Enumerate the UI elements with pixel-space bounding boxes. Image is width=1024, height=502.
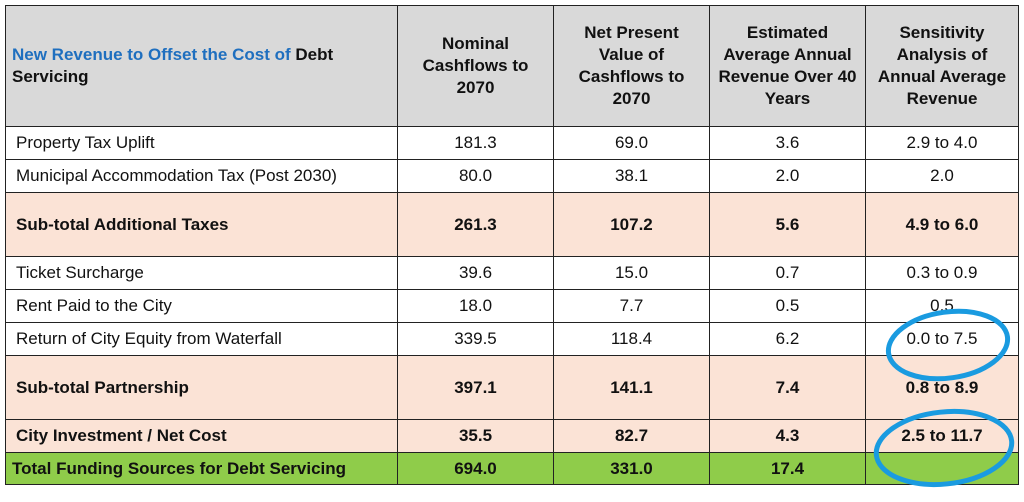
cell-value: 69.0 <box>553 126 710 160</box>
cell-value: 80.0 <box>397 159 554 193</box>
cell-value: 82.7 <box>553 419 710 453</box>
cell-value: 2.0 <box>865 159 1019 193</box>
row-label: Ticket Surcharge <box>5 256 398 290</box>
header-title: New Revenue to Offset the Cost of Debt S… <box>5 5 398 127</box>
table-row: City Investment / Net Cost 35.5 82.7 4.3 2.5… <box>5 419 1019 453</box>
revenue-table: New Revenue to Offset the Cost of Debt S… <box>5 5 1019 485</box>
table-row: Total Funding Sources for Debt Servicing… <box>5 452 1019 485</box>
table-row: Ticket Surcharge 39.6 15.0 0.7 0.3 to 0.9 <box>5 256 1019 290</box>
row-label: Rent Paid to the City <box>5 289 398 323</box>
cell-value: 0.5 <box>865 289 1019 323</box>
cell-value: 0.5 <box>709 289 866 323</box>
row-label: Total Funding Sources for Debt Servicing <box>5 452 398 485</box>
cell-value: 2.5 to 11.7 <box>865 419 1019 453</box>
cell-value: 0.8 to 8.9 <box>865 355 1019 420</box>
cell-value: 39.6 <box>397 256 554 290</box>
cell-value: 0.7 <box>709 256 866 290</box>
row-label: Municipal Accommodation Tax (Post 2030) <box>5 159 398 193</box>
cell-value: 181.3 <box>397 126 554 160</box>
table-row: Return of City Equity from Waterfall 339.… <box>5 322 1019 356</box>
cell-value: 18.0 <box>397 289 554 323</box>
cell-value: 4.3 <box>709 419 866 453</box>
cell-value: 38.1 <box>553 159 710 193</box>
cell-value: 2.9 to 4.0 <box>865 126 1019 160</box>
cell-value: 17.4 <box>709 452 866 485</box>
cell-value: 2.0 <box>709 159 866 193</box>
cell-value: 0.0 to 7.5 <box>865 322 1019 356</box>
cell-value: 339.5 <box>397 322 554 356</box>
cell-value: 141.1 <box>553 355 710 420</box>
table-body: Property Tax Uplift 181.3 69.0 3.6 2.9 to 4.… <box>5 126 1019 485</box>
cell-value: 107.2 <box>553 192 710 257</box>
row-label: Sub-total Partnership <box>5 355 398 420</box>
cell-value: 118.4 <box>553 322 710 356</box>
cell-value: 7.7 <box>553 289 710 323</box>
row-label: Sub-total Additional Taxes <box>5 192 398 257</box>
cell-value: 694.0 <box>397 452 554 485</box>
column-header: Sensitivity Analysis of Annual Average R… <box>865 5 1019 127</box>
cell-value: 331.0 <box>553 452 710 485</box>
table-row: Sub-total Partnership 397.1 141.1 7.4 0.8 to… <box>5 355 1019 420</box>
table-row: Property Tax Uplift 181.3 69.0 3.6 2.9 to 4.… <box>5 126 1019 160</box>
title-blue: New Revenue to Offset the Cost of <box>12 45 291 64</box>
table-row: Sub-total Additional Taxes 261.3 107.2 5.6 4… <box>5 192 1019 257</box>
column-header: Estimated Average Annual Revenue Over 40… <box>709 5 866 127</box>
cell-value: 261.3 <box>397 192 554 257</box>
row-label: City Investment / Net Cost <box>5 419 398 453</box>
cell-value <box>865 452 1019 485</box>
column-header: Nominal Cashflows to 2070 <box>397 5 554 127</box>
cell-value: 15.0 <box>553 256 710 290</box>
table-row: Municipal Accommodation Tax (Post 2030) 8… <box>5 159 1019 193</box>
cell-value: 397.1 <box>397 355 554 420</box>
cell-value: 0.3 to 0.9 <box>865 256 1019 290</box>
column-header: Net Present Value of Cashflows to 2070 <box>553 5 710 127</box>
cell-value: 3.6 <box>709 126 866 160</box>
row-label: Property Tax Uplift <box>5 126 398 160</box>
cell-value: 7.4 <box>709 355 866 420</box>
title-black: Debt Servicing <box>12 45 334 86</box>
header-row: New Revenue to Offset the Cost of Debt S… <box>5 5 1019 127</box>
cell-value: 6.2 <box>709 322 866 356</box>
cell-value: 4.9 to 6.0 <box>865 192 1019 257</box>
table-row: Rent Paid to the City 18.0 7.7 0.5 0.5 <box>5 289 1019 323</box>
row-label: Return of City Equity from Waterfall <box>5 322 398 356</box>
cell-value: 5.6 <box>709 192 866 257</box>
cell-value: 35.5 <box>397 419 554 453</box>
